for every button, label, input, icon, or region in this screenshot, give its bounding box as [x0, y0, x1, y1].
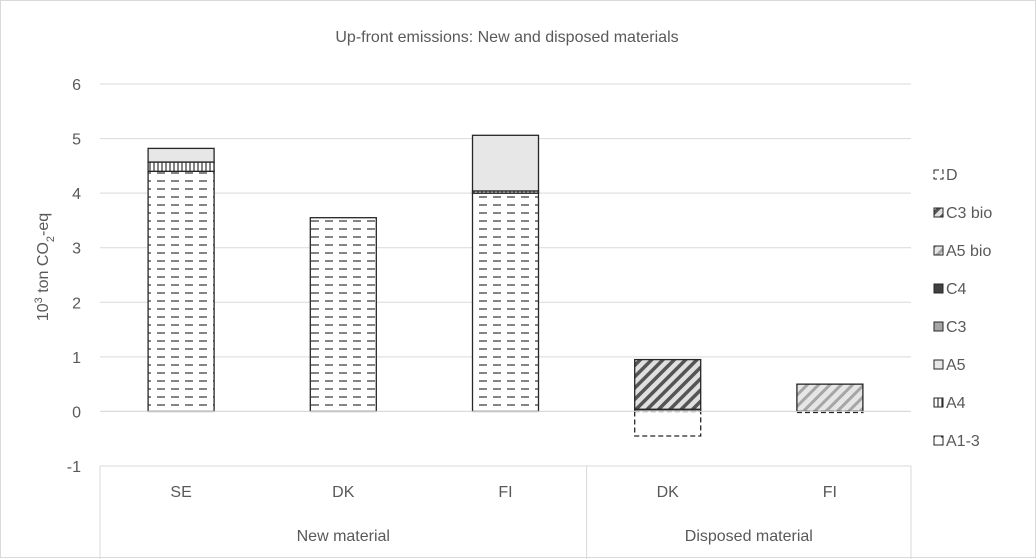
- bar-segment-a4: [147, 161, 215, 172]
- legend-item: A4: [933, 395, 966, 412]
- legend-item: A5 bio: [933, 243, 991, 260]
- legend-label: C3 bio: [946, 205, 992, 222]
- bar-segment-c3-bio: [634, 358, 702, 410]
- y-tick-label: -1: [67, 459, 81, 476]
- legend-label: A5: [946, 357, 966, 374]
- legend-item: C3: [933, 319, 967, 336]
- x-tick-label: SE: [170, 484, 191, 501]
- bars-layer: [147, 134, 864, 437]
- legend-label: A1-3: [946, 433, 980, 450]
- legend-item: A5: [933, 357, 966, 374]
- legend-swatch: [933, 435, 944, 446]
- bar-segment-d: [634, 410, 702, 437]
- chart-title: Up-front emissions: New and disposed mat…: [335, 29, 678, 46]
- y-tick-label: 2: [72, 295, 81, 312]
- legend-swatch: [933, 397, 944, 408]
- legend-layer: D C3 bio A5 bio C4 C3 A5 A4 A1-3: [933, 167, 992, 450]
- legend-item: D: [933, 167, 958, 184]
- y-tick-label: 3: [72, 241, 81, 258]
- y-tick-label: 0: [72, 404, 81, 421]
- y-tick-label: 4: [72, 186, 81, 203]
- legend-swatch: [933, 359, 944, 370]
- bar-segment-a5: [471, 134, 540, 192]
- legend-label: C4: [946, 281, 967, 298]
- bar-segment-a5-bio: [796, 383, 864, 413]
- bar-segment-a5: [147, 147, 215, 163]
- y-tick-label: 6: [72, 77, 81, 94]
- group-label: Disposed material: [685, 528, 813, 545]
- bar-segment-a1-3: [147, 170, 215, 413]
- x-tick-label: FI: [823, 484, 837, 501]
- bar-segment-a1-3: [309, 217, 377, 413]
- axis-layer: -1 0 1 2 3 4 5 6 SE DK FI DK FI New material Disposed …: [67, 77, 912, 559]
- group-label: New material: [297, 528, 390, 545]
- legend-label: A5 bio: [946, 243, 991, 260]
- legend-label: A4: [946, 395, 966, 412]
- y-tick-label: 1: [72, 350, 81, 367]
- bar-segment-a1-3: [471, 192, 540, 413]
- x-tick-label: DK: [332, 484, 355, 501]
- y-axis-title: 103 ton CO2-eq: [33, 213, 57, 321]
- legend-label: D: [946, 167, 958, 184]
- legend-item: C4: [933, 281, 967, 298]
- y-tick-label: 5: [72, 132, 81, 149]
- legend-swatch: [933, 283, 944, 294]
- x-tick-label: FI: [498, 484, 512, 501]
- x-tick-label: DK: [657, 484, 680, 501]
- legend-swatch: [933, 169, 944, 180]
- legend-swatch: [933, 207, 944, 218]
- legend-label: C3: [946, 319, 967, 336]
- legend-item: C3 bio: [933, 205, 992, 222]
- legend-item: A1-3: [933, 433, 980, 450]
- legend-swatch: [933, 245, 944, 256]
- legend-swatch: [933, 321, 944, 332]
